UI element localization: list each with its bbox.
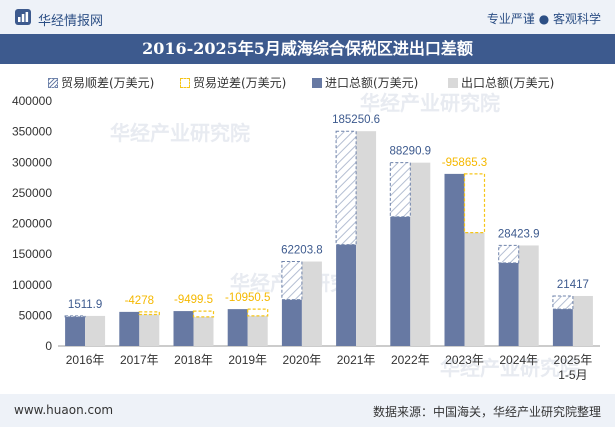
export-bar bbox=[518, 245, 539, 346]
surplus-bar bbox=[335, 130, 357, 246]
y-tick-label: 200000 bbox=[12, 217, 52, 231]
y-tick-label: 300000 bbox=[12, 155, 52, 169]
import-bar bbox=[498, 262, 519, 346]
x-tick-label: 2022年 bbox=[391, 353, 430, 367]
surplus-data-label: 21417 bbox=[557, 279, 589, 291]
surplus-data-label: 28423.9 bbox=[498, 228, 540, 240]
import-bar bbox=[444, 173, 465, 346]
export-bar bbox=[301, 261, 322, 346]
x-tick-label: 2018年 bbox=[174, 353, 213, 367]
x-tick-label: 2017年 bbox=[120, 353, 159, 367]
x-tick-label: 2023年 bbox=[445, 353, 484, 367]
x-tick-label: 2020年 bbox=[283, 353, 322, 367]
chart-title: 2016-2025年5月威海综合保税区进出口差额 bbox=[142, 39, 473, 58]
y-tick-label: 100000 bbox=[12, 278, 52, 292]
deficit-bar bbox=[192, 310, 215, 318]
site-url: www.huaon.com bbox=[14, 403, 114, 417]
export-bar bbox=[410, 162, 431, 346]
import-bar bbox=[173, 311, 194, 346]
export-bar bbox=[247, 315, 268, 346]
legend-label-import: 进口总额(万美元) bbox=[325, 76, 419, 90]
y-tick-label: 150000 bbox=[12, 247, 52, 261]
title-bar: 2016-2025年5月威海综合保税区进出口差额 bbox=[0, 34, 615, 64]
legend-label-surplus: 贸易顺差(万美元) bbox=[61, 76, 155, 90]
watermark-2: 华经产业研究院 bbox=[440, 356, 580, 380]
legend-label-deficit: 贸易逆差(万美元) bbox=[193, 76, 287, 90]
import-bar bbox=[390, 216, 411, 346]
surplus-bar bbox=[281, 261, 303, 301]
data-source: 数据来源：中国海关，华经产业研究院整理 bbox=[372, 405, 601, 419]
deficit-bar bbox=[463, 173, 486, 234]
brand-logo-icon bbox=[15, 9, 31, 25]
legend-swatch-surplus bbox=[48, 78, 58, 88]
x-tick-label: 2025年 bbox=[554, 353, 593, 367]
y-tick-label: 350000 bbox=[12, 125, 52, 139]
import-bar bbox=[119, 311, 140, 346]
slogan: 专业严谨 ● 客观科学 bbox=[486, 12, 601, 26]
x-tick-label: 1-5月 bbox=[558, 368, 587, 382]
import-bar bbox=[227, 309, 248, 346]
surplus-data-label: 185250.6 bbox=[332, 114, 380, 126]
top-bar: 华经情报网 专业严谨 ● 客观科学 bbox=[0, 0, 615, 34]
export-bar bbox=[139, 314, 160, 346]
x-tick-label: 2019年 bbox=[228, 353, 267, 367]
legend-swatch-deficit bbox=[180, 78, 190, 88]
deficit-data-label: -9499.5 bbox=[174, 294, 213, 306]
watermark-0: 华经产业研究院 bbox=[110, 121, 250, 145]
import-bar bbox=[336, 244, 357, 346]
export-bar bbox=[464, 232, 485, 346]
y-tick-label: 250000 bbox=[12, 186, 52, 200]
legend-label-export: 出口总额(万美元) bbox=[461, 76, 555, 90]
brand-name: 华经情报网 bbox=[38, 14, 104, 29]
surplus-bar bbox=[498, 244, 520, 264]
bottom-bar: www.huaon.com 数据来源：中国海关，华经产业研究院整理 bbox=[0, 394, 615, 427]
y-tick-label: 0 bbox=[45, 339, 52, 353]
surplus-data-label: 88290.9 bbox=[390, 146, 432, 158]
surplus-bar bbox=[64, 315, 86, 318]
export-bar bbox=[572, 295, 593, 346]
import-bar bbox=[552, 309, 573, 346]
x-tick-label: 2016年 bbox=[66, 353, 105, 367]
export-bar bbox=[193, 316, 214, 346]
y-tick-label: 400000 bbox=[12, 94, 52, 108]
deficit-bar bbox=[138, 311, 160, 316]
export-bar bbox=[356, 131, 377, 346]
surplus-data-label: 1511.9 bbox=[68, 299, 102, 311]
surplus-data-label: 62203.8 bbox=[281, 245, 323, 257]
legend-swatch-import bbox=[312, 78, 322, 88]
y-tick-label: 50000 bbox=[19, 308, 53, 322]
deficit-data-label: -10950.5 bbox=[225, 292, 270, 304]
x-tick-label: 2021年 bbox=[337, 353, 376, 367]
surplus-bar bbox=[552, 295, 574, 310]
import-bar bbox=[281, 299, 302, 346]
x-tick-label: 2024年 bbox=[499, 353, 538, 367]
surplus-bar bbox=[389, 162, 411, 218]
legend-swatch-export bbox=[448, 78, 458, 88]
bar-chart: 华经产业研究院华经产业研究院华经产业研究院华经产业研究院050000100000… bbox=[12, 91, 600, 382]
legend: 贸易顺差(万美元) 贸易逆差(万美元) 进口总额(万美元) 出口总额(万美元) bbox=[0, 74, 615, 94]
export-bar bbox=[85, 315, 106, 346]
deficit-data-label: -4278 bbox=[125, 295, 154, 307]
deficit-data-label: -95865.3 bbox=[442, 157, 487, 169]
deficit-bar bbox=[247, 308, 269, 317]
watermark-1: 华经产业研究院 bbox=[360, 91, 500, 115]
import-bar bbox=[65, 316, 86, 346]
